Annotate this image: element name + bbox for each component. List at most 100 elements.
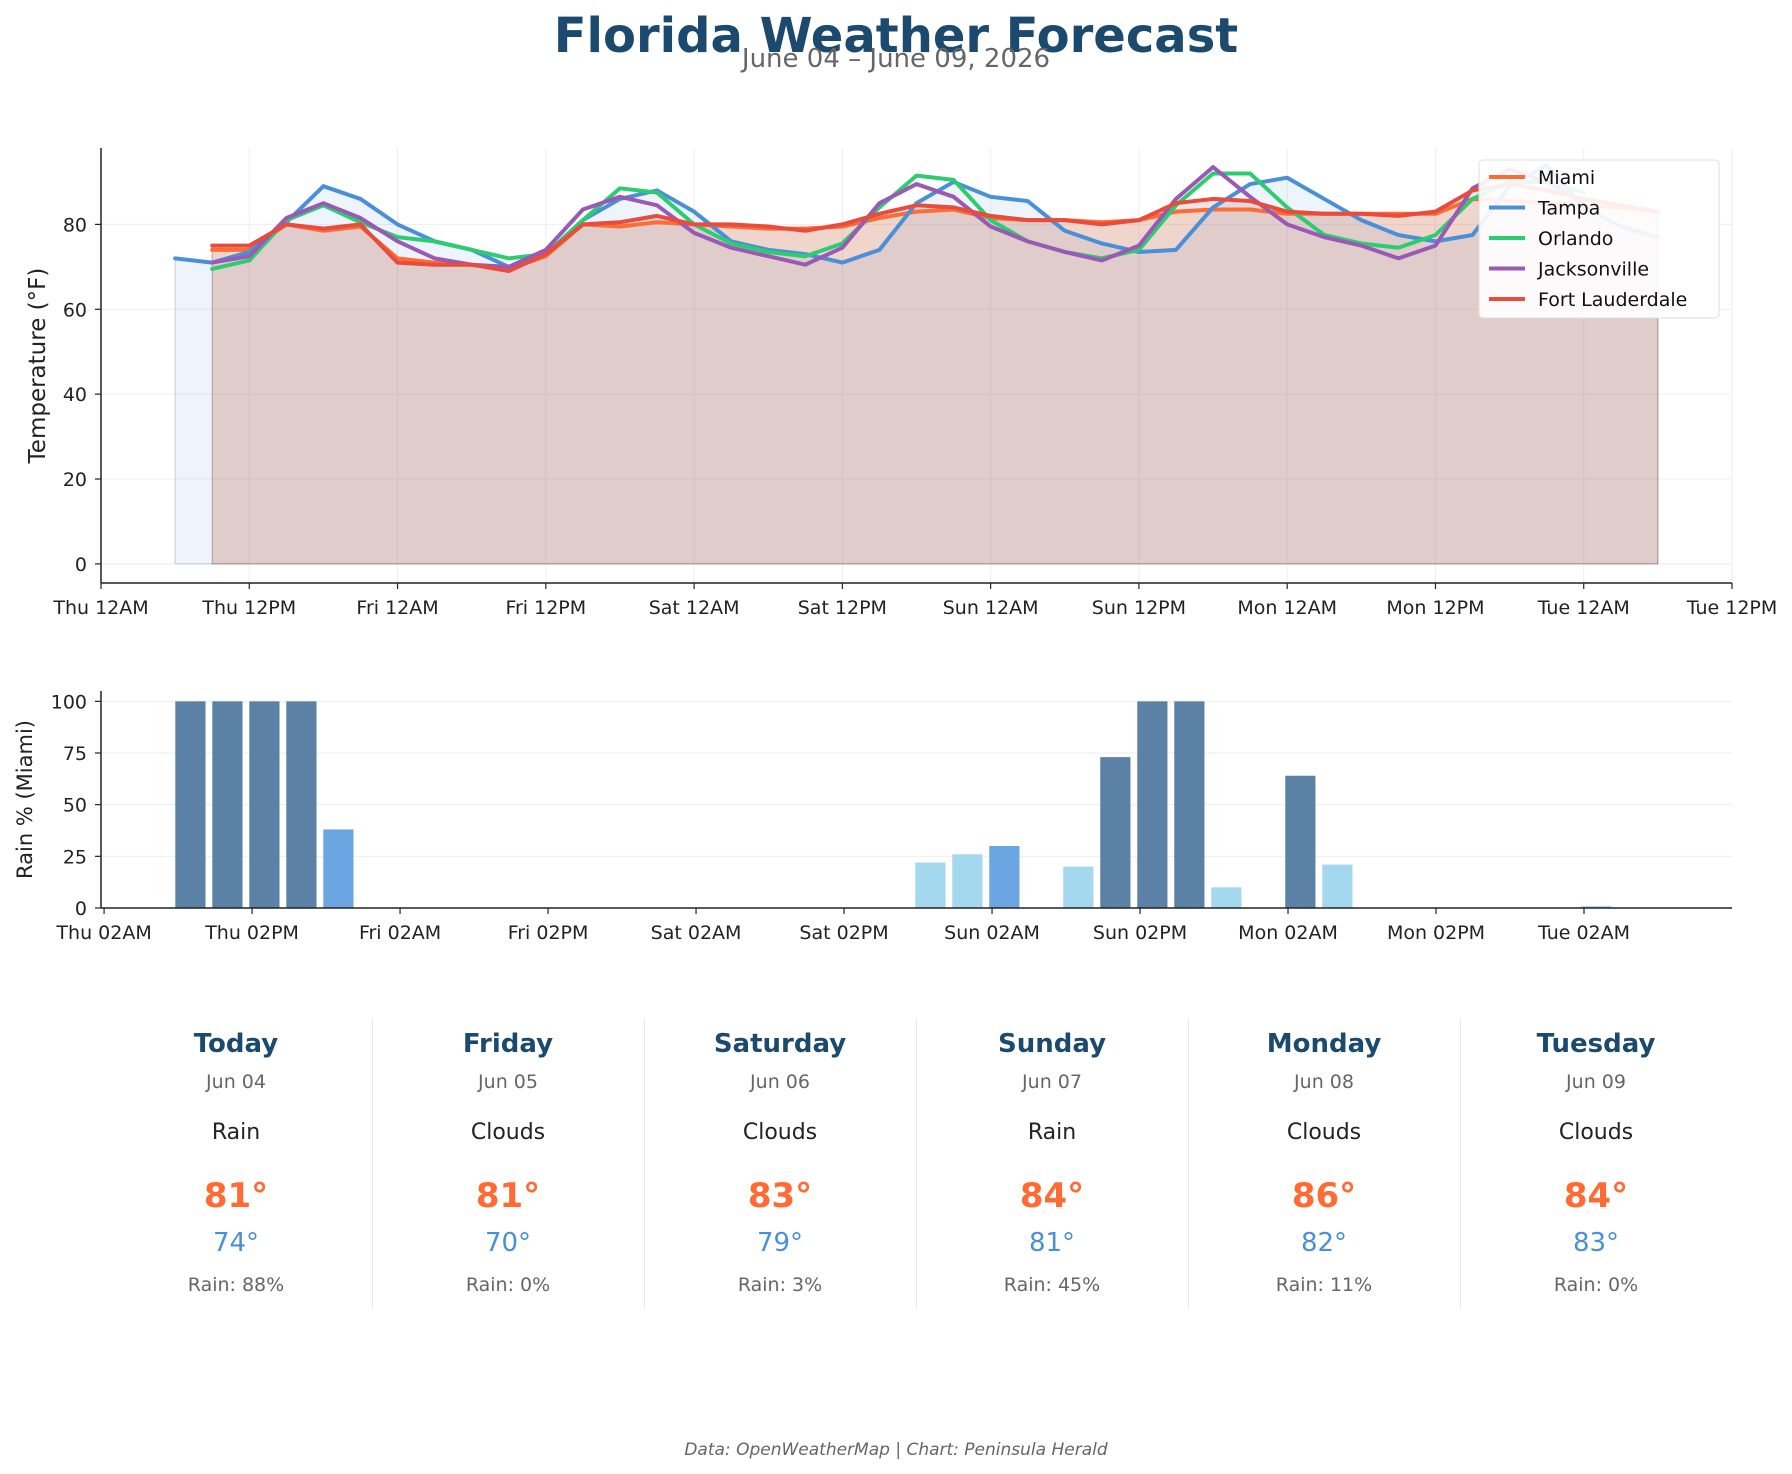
forecast-rain: Rain: 0%	[1553, 1274, 1639, 1296]
source-credit: Data: OpenWeatherMap | Chart: Peninsula …	[684, 1440, 1108, 1460]
legend: Miami Tampa Orlando Jacksonville Fort Lauder…	[1478, 159, 1720, 319]
series-line	[210, 165, 1586, 269]
forecast-high: 83°	[747, 1176, 813, 1216]
chart-subtitle: June 04 – June 09, 2026	[741, 44, 1051, 74]
forecast-condition: Clouds	[1558, 1120, 1634, 1145]
forecast-card: Monday Jun 08 Clouds 86° 82° Rain: 11%	[1188, 1018, 1460, 1308]
forecast-rain: Rain: 11%	[1275, 1274, 1373, 1296]
forecast-high: 81°	[475, 1176, 541, 1216]
rain-bar	[1063, 866, 1094, 908]
x-tick-label: Sun 02AM	[944, 922, 1040, 944]
rain-bar	[175, 701, 206, 908]
series-line	[210, 182, 1660, 274]
forecast-date: Jun 06	[750, 1071, 810, 1093]
y-tick-label: 0	[75, 898, 87, 920]
x-tick-label: Tue 12AM	[1537, 597, 1630, 619]
card-divider	[1188, 1018, 1189, 1308]
y-tick-label: 75	[63, 743, 87, 765]
legend-label: Miami	[1538, 167, 1595, 189]
forecast-condition: Clouds	[742, 1120, 818, 1145]
forecast-rain: Rain: 88%	[187, 1274, 285, 1296]
x-tick-label: Tue 02AM	[1537, 922, 1630, 944]
forecast-card: Sunday Jun 07 Rain 84° 81° Rain: 45%	[916, 1018, 1188, 1308]
y-tick-label: 100	[51, 691, 87, 713]
x-tick-label: Mon 02AM	[1238, 922, 1338, 944]
x-tick-label: Fri 02PM	[508, 922, 589, 944]
x-tick-label: Mon 12PM	[1386, 597, 1484, 619]
y-tick-label: 20	[63, 469, 87, 491]
forecast-high: 84°	[1563, 1176, 1629, 1216]
temperature-line-chart: 0 20 40 60 80 Thu 12AM Thu 12PM Fri 12AM Fri 12P…	[25, 148, 1777, 619]
forecast-low: 79°	[756, 1228, 804, 1258]
forecast-day: Today	[193, 1029, 279, 1059]
rain-bar	[1211, 887, 1242, 908]
rain-bar	[1285, 775, 1316, 908]
rain-bar	[989, 846, 1020, 908]
forecast-condition: Clouds	[470, 1120, 546, 1145]
y-tick-label: 25	[63, 846, 87, 868]
y-axis-label: Rain % (Miami)	[13, 720, 37, 879]
card-divider	[372, 1018, 373, 1308]
x-tick-label: Sun 02PM	[1093, 922, 1187, 944]
forecast-date: Jun 05	[478, 1071, 538, 1093]
forecast-condition: Rain	[211, 1120, 261, 1145]
x-tick-label: Fri 12PM	[505, 597, 586, 619]
forecast-card: Saturday Jun 06 Clouds 83° 79° Rain: 3%	[644, 1018, 916, 1308]
y-tick-label: 0	[75, 554, 87, 576]
forecast-card: Friday Jun 05 Clouds 81° 70° Rain: 0%	[372, 1018, 644, 1308]
forecast-low: 83°	[1572, 1228, 1620, 1258]
y-tick-label: 80	[63, 214, 87, 236]
rain-bar	[915, 862, 946, 908]
rain-bar	[1322, 864, 1353, 908]
y-tick-label: 40	[63, 384, 87, 406]
rain-bar	[212, 701, 243, 908]
forecast-rain: Rain: 0%	[465, 1274, 551, 1296]
rain-bar	[952, 854, 983, 908]
forecast-high: 86°	[1291, 1176, 1357, 1216]
chart-title: Florida Weather Forecast	[553, 8, 1239, 64]
x-tick-label: Tue 12PM	[1686, 597, 1778, 619]
legend-label: Fort Lauderdale	[1538, 289, 1687, 311]
x-tick-label: Thu 02PM	[204, 922, 299, 944]
charts-canvas: 0 20 40 60 80 Thu 12AM Thu 12PM Fri 12AM Fri 12P…	[13, 148, 1777, 944]
forecast-rain: Rain: 3%	[737, 1274, 823, 1296]
forecast-day: Sunday	[997, 1029, 1107, 1059]
x-tick-label: Fri 02AM	[359, 922, 441, 944]
rain-bar	[249, 701, 280, 908]
forecast-day: Tuesday	[1536, 1029, 1656, 1059]
forecast-day: Monday	[1266, 1029, 1382, 1059]
forecast-date: Jun 07	[1022, 1071, 1082, 1093]
x-tick-label: Thu 12PM	[201, 597, 296, 619]
y-tick-label: 50	[63, 795, 87, 817]
forecast-day: Friday	[462, 1029, 554, 1059]
forecast-high: 84°	[1019, 1176, 1085, 1216]
rain-bar	[1174, 701, 1205, 908]
x-tick-label: Sat 02AM	[651, 922, 742, 944]
card-divider	[916, 1018, 917, 1308]
rain-bar	[1581, 905, 1612, 908]
forecast-condition: Rain	[1027, 1120, 1077, 1145]
x-tick-label: Fri 12AM	[356, 597, 438, 619]
forecast-low: 74°	[212, 1228, 260, 1258]
series-line	[173, 162, 1660, 269]
legend-box	[1478, 159, 1720, 319]
forecast-low: 70°	[484, 1228, 532, 1258]
x-tick-label: Mon 02PM	[1387, 922, 1485, 944]
x-tick-label: Sat 12PM	[798, 597, 887, 619]
card-divider	[644, 1018, 645, 1308]
x-tick-label: Sun 12AM	[943, 597, 1039, 619]
legend-label: Tampa	[1537, 198, 1600, 220]
forecast-rain: Rain: 45%	[1003, 1274, 1101, 1296]
rain-bar	[323, 829, 354, 908]
forecast-card: Today Jun 04 Rain 81° 74° Rain: 88%	[100, 1018, 372, 1308]
card-divider	[1460, 1018, 1461, 1308]
legend-label: Jacksonville	[1537, 259, 1649, 281]
rain-bar	[1100, 757, 1131, 908]
y-axis-label: Temperature (°F)	[25, 268, 51, 465]
rain-bar	[286, 701, 317, 908]
forecast-day: Saturday	[713, 1029, 847, 1059]
forecast-low: 82°	[1300, 1228, 1348, 1258]
forecast-high: 81°	[203, 1176, 269, 1216]
legend-label: Orlando	[1538, 228, 1613, 250]
rain-bar	[1137, 701, 1168, 908]
